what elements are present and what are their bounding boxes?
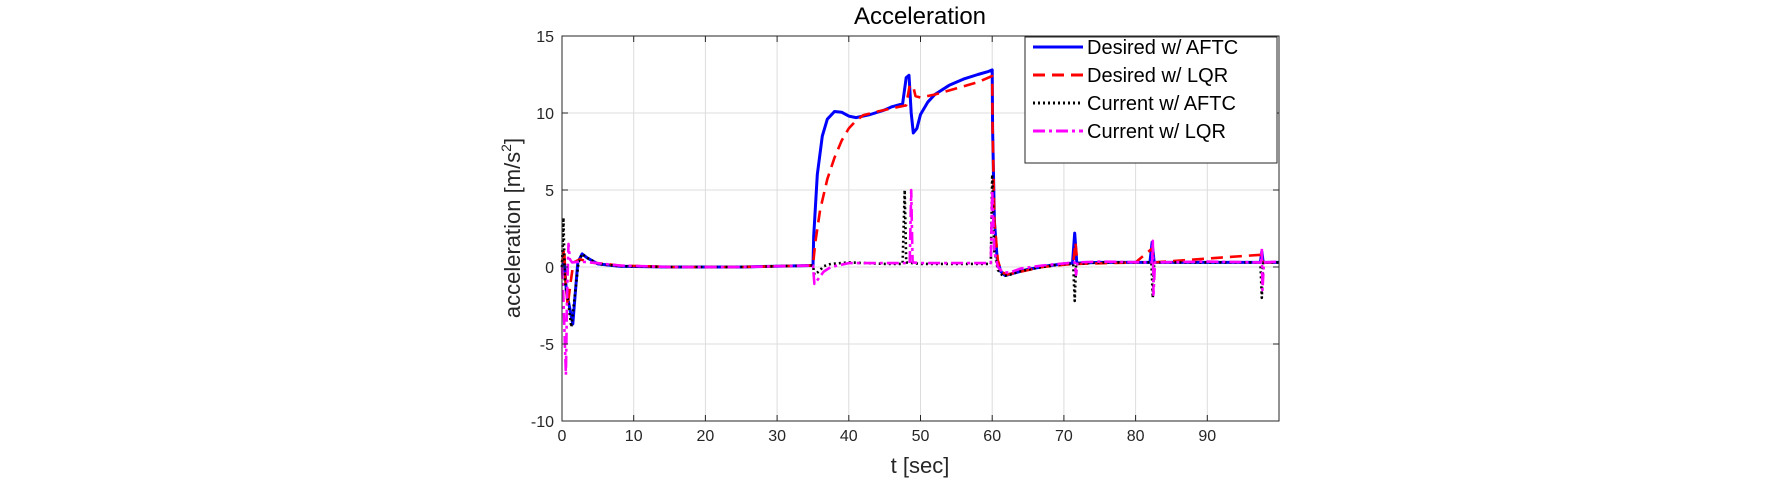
y-axis-title-superscript: 2 — [498, 144, 514, 152]
y-tick-label: 10 — [536, 106, 554, 123]
y-axis-title-end: ] — [500, 138, 525, 144]
legend-label-4: Current w/ LQR — [1087, 121, 1226, 143]
legend-label-1: Desired w/ AFTC — [1087, 37, 1238, 59]
series-line-4 — [560, 188, 1280, 377]
legend-label-3: Current w/ AFTC — [1087, 93, 1236, 115]
series-layer — [560, 68, 1280, 377]
x-tick-label: 30 — [768, 428, 786, 445]
legend-items: Desired w/ AFTC Desired w/ LQR Current w/ … — [1033, 37, 1238, 143]
y-tick-label: 15 — [536, 29, 554, 46]
y-tick-label: -10 — [531, 414, 554, 431]
y-axis-title-main: acceleration [m/s — [500, 152, 525, 318]
x-tick-label: 60 — [983, 428, 1001, 445]
x-tick-label: 0 — [558, 428, 567, 445]
x-tick-label: 70 — [1055, 428, 1073, 445]
x-tick-label: 50 — [912, 428, 930, 445]
legend-box — [1024, 36, 1278, 164]
y-tick-label: -5 — [540, 337, 554, 354]
legend-label-2: Desired w/ LQR — [1087, 65, 1228, 87]
x-tick-label: 90 — [1198, 428, 1216, 445]
legend: Desired w/ AFTC Desired w/ LQR Current w/ … — [1024, 36, 1278, 164]
series-line-3 — [560, 173, 1279, 329]
y-axis-title: acceleration [m/s2] — [498, 138, 525, 318]
x-tick-label: 10 — [625, 428, 643, 445]
y-tick-label: 0 — [545, 260, 554, 277]
ticks: 0 10 20 30 40 50 60 70 80 90 -10 -5 0 5 10 15 — [531, 29, 1279, 445]
y-tick-label: 5 — [545, 183, 554, 200]
x-tick-label: 40 — [840, 428, 858, 445]
x-tick-label: 20 — [697, 428, 715, 445]
chart-title: Acceleration — [854, 3, 986, 30]
x-tick-label: 80 — [1127, 428, 1145, 445]
x-axis-title: t [sec] — [891, 453, 950, 478]
